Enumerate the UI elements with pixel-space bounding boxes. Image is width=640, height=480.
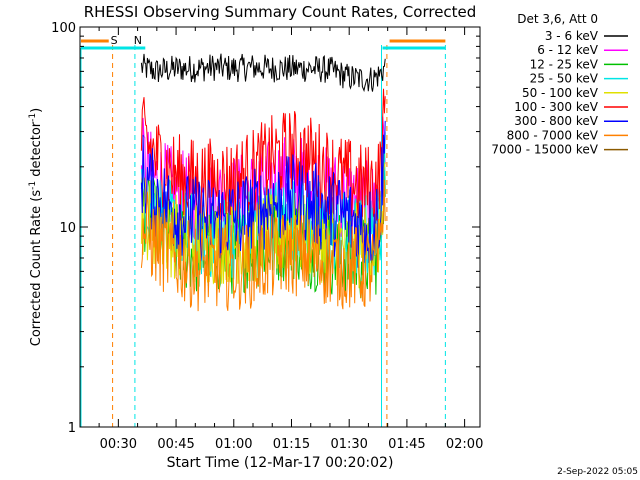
legend-label: 300 - 800 keV <box>514 114 598 128</box>
footer-date: 2-Sep-2022 05:05 <box>557 467 638 477</box>
series-line-4 <box>140 162 386 289</box>
event-label-n: N <box>134 34 142 47</box>
series-line-7 <box>140 179 386 312</box>
series-line-5 <box>140 88 386 228</box>
plot-area: S N 00:30 00:45 01:00 01:15 01:30 01:45 02:00 1 1… <box>51 21 483 452</box>
y-axis-label: Corrected Count Rate (s-1 detector-1) <box>28 108 44 346</box>
chart-title: RHESSI Observing Summary Count Rates, Co… <box>84 3 477 21</box>
y-tick-label: 100 <box>51 21 76 36</box>
series-line-0 <box>140 53 386 93</box>
y-tick-label: 10 <box>59 221 76 236</box>
x-axis-label: Start Time (12-Mar-17 00:20:02) <box>167 455 394 471</box>
legend-label: 3 - 6 keV <box>545 29 599 43</box>
legend-label: 25 - 50 keV <box>530 72 599 86</box>
y-tick-label: 1 <box>68 421 76 436</box>
legend-label: 800 - 7000 keV <box>507 128 599 142</box>
legend-label: 7000 - 15000 keV <box>491 143 598 157</box>
series-line-6 <box>140 120 386 268</box>
x-tick-label: 01:00 <box>215 437 252 452</box>
series-line-3 <box>140 132 386 280</box>
x-tick-label: 01:45 <box>388 437 425 452</box>
legend-label: 100 - 300 keV <box>514 100 598 114</box>
x-tick-label: 00:45 <box>157 437 194 452</box>
event-label-s: S <box>111 34 118 47</box>
legend-label: 12 - 25 keV <box>530 57 599 71</box>
x-tick-label: 01:30 <box>330 437 367 452</box>
x-tick-label: 00:30 <box>100 437 137 452</box>
x-tick-label: 01:15 <box>273 437 310 452</box>
x-tick-label: 02:00 <box>446 437 483 452</box>
legend-label: 50 - 100 keV <box>522 86 599 100</box>
legend-title: Det 3,6, Att 0 <box>517 12 598 26</box>
legend-label: 6 - 12 keV <box>537 43 599 57</box>
